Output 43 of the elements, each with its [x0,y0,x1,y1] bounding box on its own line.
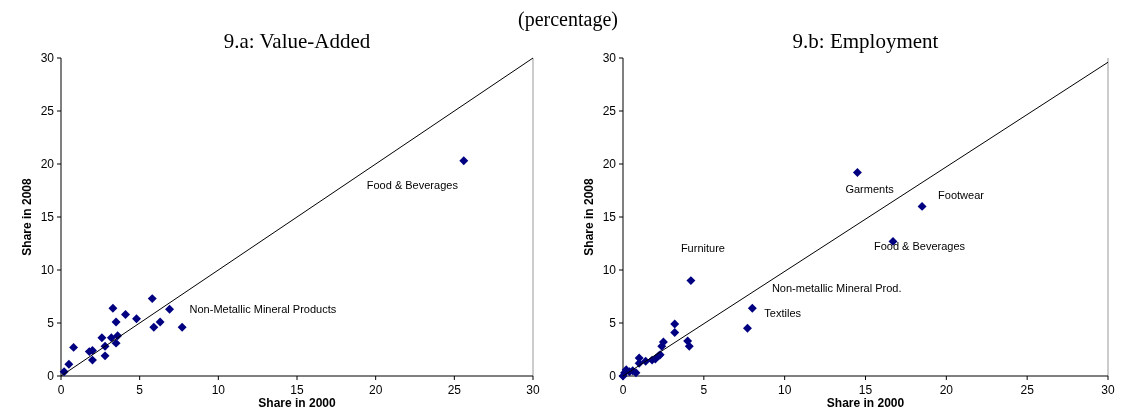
y-tick-label: 5 [47,316,55,331]
y-tick-label: 30 [40,51,55,66]
x-tick-label: 25 [447,383,462,397]
annotation: Non-metallic Mineral Prod. [771,281,902,294]
y-tick-label: 20 [40,157,55,172]
y-axis-title: Share in 2008 [582,177,596,256]
y-tick-label: 25 [40,104,55,119]
x-tick-label: 10 [211,383,226,397]
text: (percentage) [518,8,618,31]
annotation: Non-Metallic Mineral Products [189,303,337,316]
y-tick-label: 10 [40,263,55,278]
x-tick-label: 20 [939,383,954,397]
x-tick-label: 0 [57,383,65,397]
annotation: Textiles [764,307,802,320]
chart-title: 9.b: Employment [792,29,939,53]
annotation: Garments [845,183,895,196]
y-tick-label: 5 [609,316,617,331]
x-tick-label: 5 [136,383,144,397]
annotation: Food & Beverages [873,240,966,253]
x-tick-label: 30 [1101,383,1115,397]
x-tick-label: 5 [700,383,708,397]
y-tick-label: 0 [47,369,55,384]
x-tick-label: 20 [368,383,383,397]
x-tick-label: 15 [290,383,304,397]
x-tick-label: 0 [619,383,627,397]
x-tick-label: 15 [858,383,873,397]
x-tick-label: 30 [526,383,540,397]
x-axis-title: Share in 2000 [258,396,337,410]
annotation: Footwear [938,189,985,202]
annotation: Food & Beverages [366,178,459,191]
y-tick-label: 10 [602,263,617,278]
annotation: Furniture [680,242,725,255]
y-tick-label: 25 [602,104,617,119]
x-tick-label: 25 [1020,383,1035,397]
y-tick-label: 15 [602,210,617,225]
chart-title: 9.a: Value-Added [223,29,371,53]
x-axis-title: Share in 2000 [826,396,905,410]
y-tick-label: 15 [40,210,55,225]
y-tick-label: 20 [602,157,617,172]
y-tick-label: 30 [602,51,617,66]
y-tick-label: 0 [609,369,617,384]
x-tick-label: 10 [777,383,792,397]
y-axis-title: Share in 2008 [20,177,34,256]
